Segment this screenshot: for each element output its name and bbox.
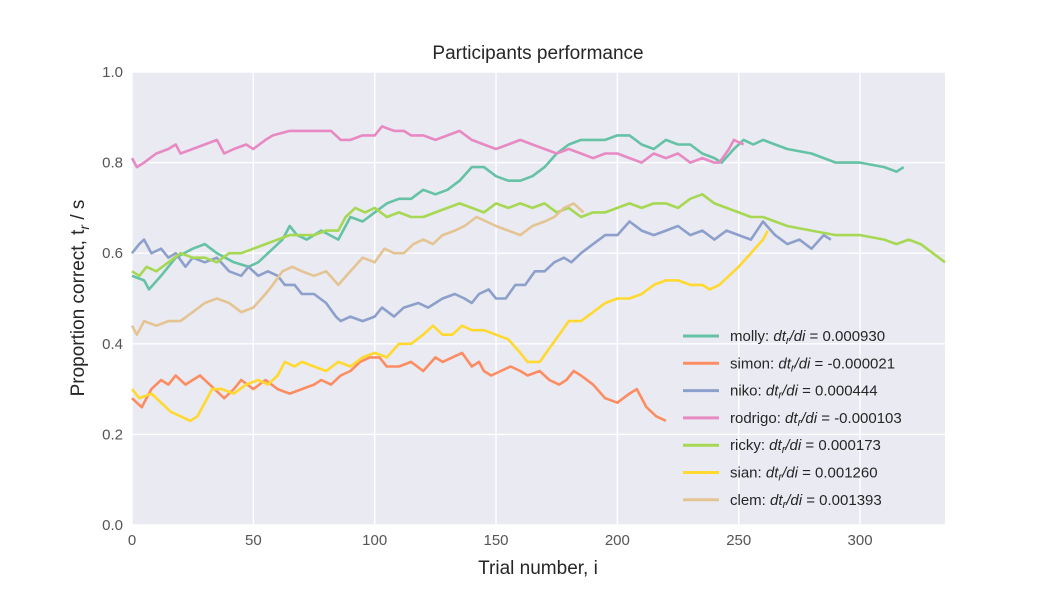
y-tick-label: 0.2 <box>102 426 123 443</box>
legend-di: /di <box>785 492 803 509</box>
legend-dt: dt <box>769 437 782 454</box>
x-axis-label: Trial number, i <box>478 558 598 579</box>
legend-equals: = <box>817 410 834 427</box>
legend-equals: = <box>805 328 822 345</box>
legend-sub-r: r <box>798 417 803 429</box>
legend-name: simon <box>730 355 770 372</box>
legend-label-niko: niko: dtr/di = 0.000444 <box>730 383 878 402</box>
x-tick-label: 100 <box>362 532 387 549</box>
legend-dt: dt <box>766 465 779 482</box>
x-tick-label: 150 <box>484 532 509 549</box>
legend-label-ricky: ricky: dtr/di = 0.000173 <box>730 437 881 456</box>
legend-dt: dt <box>778 355 791 372</box>
y-tick-label: 0.4 <box>102 336 123 353</box>
y-tick-label: 1.0 <box>102 64 123 81</box>
y-axis-label-suffix: / s <box>68 200 89 225</box>
series-line-niko <box>130 220 832 323</box>
x-tick-label: 200 <box>605 532 630 549</box>
legend-di: /di <box>781 383 799 400</box>
y-axis-label-main: Proportion correct, t <box>68 229 89 397</box>
legend-sub-r: r <box>791 362 796 374</box>
legend-equals: = <box>798 465 815 482</box>
legend-dt: dt <box>773 328 786 345</box>
legend-name: niko <box>730 383 758 400</box>
series-line-rodrigo <box>130 125 745 169</box>
y-tick-label: 0.6 <box>102 245 123 262</box>
legend-colon: : <box>758 465 766 482</box>
legend-equals: = <box>802 492 819 509</box>
chart-title: Participants performance <box>432 43 643 64</box>
y-axis-ticks: 0.0 0.2 0.4 0.6 0.8 1.0 <box>102 64 123 534</box>
legend-label-sian: sian: dtr/di = 0.001260 <box>730 465 878 484</box>
legend-di: /di <box>794 355 812 372</box>
series-line-sian <box>130 229 769 423</box>
y-tick-label: 0.8 <box>102 155 123 172</box>
legend-equals: = <box>810 355 827 372</box>
legend-sub-r: r <box>782 444 787 456</box>
y-tick-label: 0.0 <box>102 517 123 534</box>
legend-label-simon: simon: dtr/di = -0.000021 <box>730 355 895 374</box>
legend-sub-r: r <box>783 499 788 511</box>
legend-label-clem: clem: dtr/di = 0.001393 <box>730 492 882 511</box>
legend-slope: 0.000444 <box>815 383 878 400</box>
x-axis-ticks: 0 50 100 150 200 250 300 <box>128 532 873 549</box>
legend-slope: -0.000021 <box>828 355 896 372</box>
legend-name: sian <box>730 465 758 482</box>
legend-slope: 0.001260 <box>815 465 878 482</box>
series-line-ricky <box>131 193 946 278</box>
legend-colon: : <box>762 492 770 509</box>
legend-colon: : <box>770 355 778 372</box>
series-line-simon <box>131 351 667 422</box>
x-tick-label: 50 <box>245 532 262 549</box>
legend-di: /di <box>800 410 818 427</box>
legend-di: /di <box>784 437 802 454</box>
legend-colon: : <box>761 437 769 454</box>
legend-dt: dt <box>766 383 779 400</box>
grid-lines <box>131 71 945 526</box>
legend-colon: : <box>758 383 766 400</box>
legend-name: rodrigo <box>730 410 777 427</box>
series-line-clem <box>130 202 585 336</box>
legend-equals: = <box>798 383 815 400</box>
legend-di: /di <box>789 328 807 345</box>
legend-label-molly: molly: dtr/di = 0.000930 <box>730 328 885 347</box>
legend-sub-r: r <box>786 335 791 347</box>
legend-name: molly <box>730 328 766 345</box>
legend-slope: 0.000930 <box>823 328 886 345</box>
y-axis-label-subscript: r <box>76 224 92 230</box>
legend-slope: 0.000173 <box>818 437 881 454</box>
legend-label-rodrigo: rodrigo: dtr/di = -0.000103 <box>730 410 902 429</box>
legend-dt: dt <box>785 410 798 427</box>
legend-name: ricky <box>730 437 761 454</box>
legend-name: clem <box>730 492 762 509</box>
legend-equals: = <box>801 437 818 454</box>
legend-di: /di <box>781 465 799 482</box>
legend-dt: dt <box>770 492 783 509</box>
legend-colon: : <box>765 328 773 345</box>
legend-sub-r: r <box>778 390 783 402</box>
legend-colon: : <box>777 410 785 427</box>
series-line-molly <box>131 134 905 291</box>
x-tick-label: 250 <box>726 532 751 549</box>
y-axis-label: Proportion correct, tr / s <box>68 200 92 397</box>
legend-slope: -0.000103 <box>834 410 902 427</box>
legend-slope: 0.001393 <box>819 492 882 509</box>
series-lines <box>130 125 946 423</box>
x-tick-label: 0 <box>128 532 136 549</box>
legend-sub-r: r <box>778 472 783 484</box>
x-tick-label: 300 <box>848 532 873 549</box>
